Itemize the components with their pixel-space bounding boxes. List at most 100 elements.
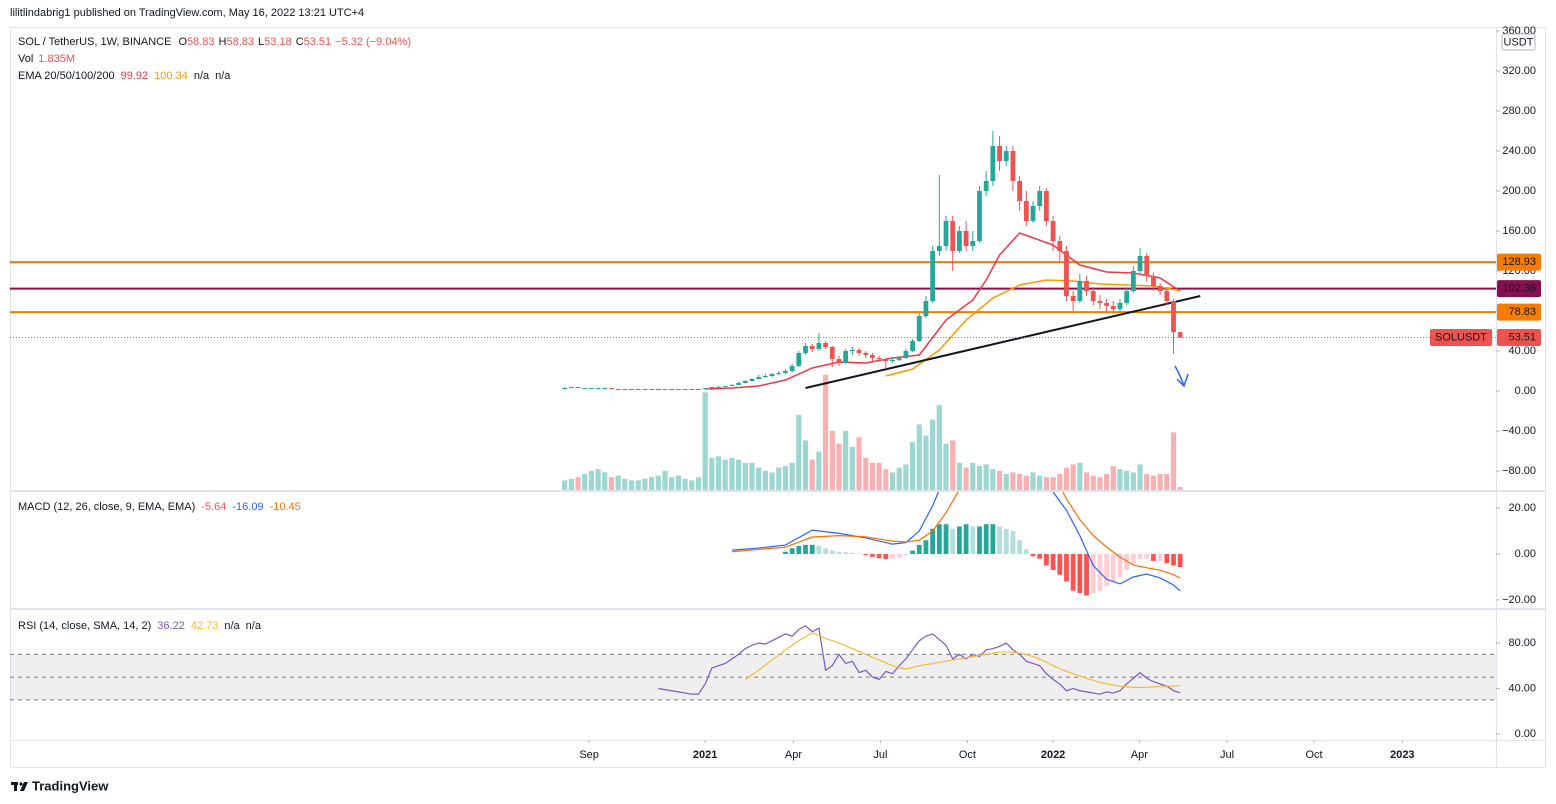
logo-part xyxy=(14,782,17,791)
volume-bar xyxy=(782,466,789,490)
volume-bar xyxy=(749,462,755,490)
volume-bar xyxy=(883,469,889,490)
candle-body xyxy=(903,351,909,358)
volume-bar xyxy=(1077,462,1083,490)
candle-body xyxy=(1151,276,1156,286)
legend-item: 42.73 xyxy=(191,620,219,632)
macd-histogram-bar xyxy=(783,551,788,555)
legend-item: n/a xyxy=(224,620,240,632)
volume-bar xyxy=(702,392,708,490)
volume-bar xyxy=(682,478,688,490)
volume-bar xyxy=(816,451,822,490)
macd-histogram-bar xyxy=(1171,554,1176,566)
macd-histogram-bar xyxy=(1077,554,1083,594)
candle-body xyxy=(1077,281,1083,301)
currency-box xyxy=(1501,33,1536,51)
ema-line xyxy=(705,232,1181,390)
macd-histogram-bar xyxy=(1050,554,1056,571)
macd-histogram-bar xyxy=(1130,554,1136,564)
volume-bar xyxy=(715,456,722,490)
legend: EMA 20/50/100/200 99.92 100.34 n/a n/a xyxy=(18,70,231,82)
macd-histogram-bar xyxy=(1164,554,1170,564)
volume-bar xyxy=(776,467,782,490)
legend-item: 36.22 xyxy=(157,620,185,632)
candle-body xyxy=(568,387,574,388)
volume-bar xyxy=(802,440,809,490)
volume-bar xyxy=(608,477,615,490)
legend-item: MACD (12, 26, close, 9, EMA, EMA) xyxy=(18,501,195,513)
macd-histogram-bar xyxy=(1137,554,1143,559)
candle-body xyxy=(1117,303,1123,309)
macd-histogram-bar xyxy=(1151,554,1156,561)
macd-histogram-bar xyxy=(1144,554,1150,559)
macd-histogram-bar xyxy=(829,550,835,555)
candle-body xyxy=(997,146,1002,161)
candle-body xyxy=(595,388,601,389)
candle-body xyxy=(963,231,969,246)
macd-histogram-bar xyxy=(1023,549,1029,555)
candle-body xyxy=(789,366,795,371)
volume-bar xyxy=(843,430,849,490)
volume-bar xyxy=(588,470,595,490)
volume-bar xyxy=(709,458,715,490)
legend-item: n/a xyxy=(246,620,262,632)
candle-body xyxy=(1090,291,1096,301)
legend: SOL / TetherUS, 1W, BINANCE O58.83 H58.83 L… xyxy=(18,36,411,48)
candle-body xyxy=(1003,151,1009,161)
candle-body xyxy=(883,359,889,361)
macd-histogram-bar xyxy=(1010,531,1016,555)
legend-item: n/a xyxy=(215,70,231,82)
volume-bar xyxy=(736,459,742,490)
candle-body xyxy=(1050,221,1056,241)
volume-bar xyxy=(930,419,936,490)
candle-body xyxy=(769,374,775,376)
macd-line xyxy=(731,492,1181,579)
candle-body xyxy=(870,355,875,358)
volume-bar xyxy=(876,462,882,490)
candle-body xyxy=(1057,241,1063,251)
candle-body xyxy=(582,388,588,389)
candle-body xyxy=(1177,332,1183,338)
volume-bar xyxy=(1090,475,1096,490)
volume-bar xyxy=(622,478,628,490)
legend: MACD (12, 26, close, 9, EMA, EMA) -5.64 -1… xyxy=(18,501,301,513)
candle-body xyxy=(836,359,842,363)
volume-bar xyxy=(562,480,568,490)
volume-bar xyxy=(1117,469,1123,490)
volume-bar xyxy=(956,462,963,490)
volume-bar xyxy=(602,472,608,490)
down-arrow xyxy=(1174,365,1189,388)
macd-line xyxy=(731,492,1181,592)
volume-bar xyxy=(990,469,996,490)
macd-histogram-bar xyxy=(997,526,1002,555)
volume-bar xyxy=(1130,472,1136,490)
pane-layer xyxy=(731,492,1183,596)
y-tick-label: 40.00 xyxy=(1508,345,1536,357)
legend-item: H xyxy=(219,36,227,48)
candle-body xyxy=(635,389,641,390)
candle-body xyxy=(575,387,581,388)
y-tick-label: 240.00 xyxy=(1502,145,1536,157)
volume-bar xyxy=(769,472,775,490)
volume-bar xyxy=(996,470,1003,490)
macd-histogram-bar xyxy=(1110,554,1116,582)
candle-body xyxy=(602,388,608,389)
candle-body xyxy=(957,231,962,251)
volume-bar xyxy=(836,443,842,490)
legend-item: O xyxy=(178,36,187,48)
macd-histogram-bar xyxy=(910,550,915,555)
y-tick-label: 160.00 xyxy=(1502,225,1536,237)
rsi-line xyxy=(658,625,1181,695)
macd-histogram-bar xyxy=(903,554,909,556)
candle-body xyxy=(1023,201,1029,221)
macd-histogram-bar xyxy=(809,544,815,555)
rsi-band xyxy=(10,654,1496,700)
legend-item: 58.83 xyxy=(227,36,255,48)
candle-body xyxy=(990,146,996,181)
volume-bar xyxy=(1017,474,1023,490)
candle-body xyxy=(796,353,802,366)
candle-body xyxy=(1064,251,1069,296)
volume-bar xyxy=(756,467,762,490)
volume-bar xyxy=(1063,467,1070,490)
